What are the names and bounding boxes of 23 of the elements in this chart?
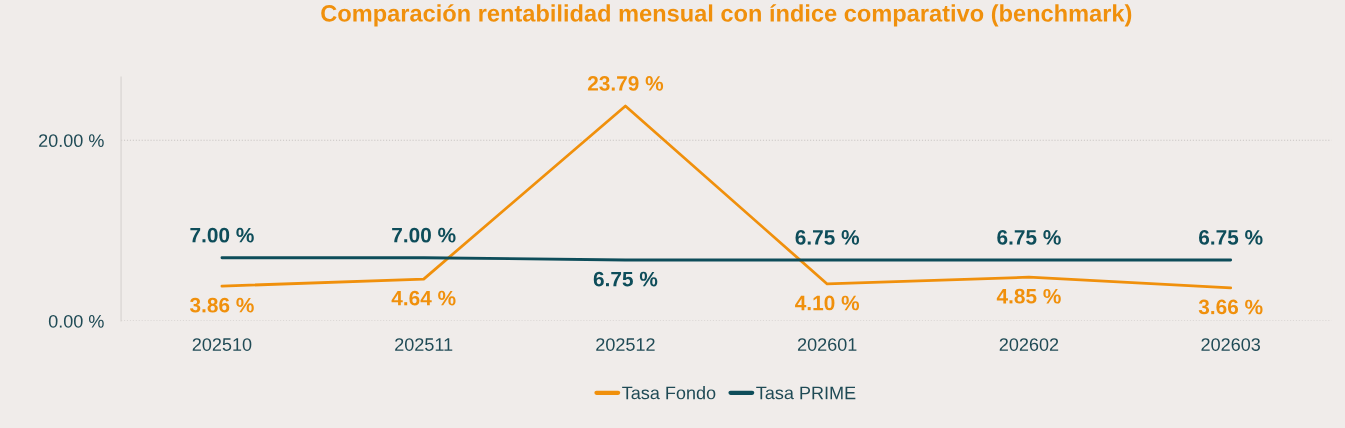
chart-title: Comparación rentabilidad mensual con índice comparativo (benchmark): [321, 4, 1132, 27]
data-label: 6.75 %: [795, 230, 860, 245]
y-tick-label: 20.00 %: [39, 134, 104, 148]
legend-label: Tasa PRIME: [756, 386, 856, 400]
data-label: 6.75 %: [593, 271, 658, 287]
data-label: 7.00 %: [392, 227, 456, 243]
x-tick-label: 202603: [1201, 338, 1261, 351]
x-tick-label: 202601: [797, 338, 857, 351]
data-label: 7.00 %: [190, 227, 254, 243]
data-label: 23.79 %: [587, 76, 664, 91]
x-tick-label: 202602: [999, 338, 1059, 351]
y-tick-label: 0.00 %: [48, 314, 104, 328]
legend-label: Tasa Fondo: [622, 386, 716, 400]
data-label: 4.64 %: [391, 290, 456, 306]
data-label: 3.66 %: [1198, 299, 1263, 315]
data-label: 4.85 %: [996, 288, 1061, 304]
data-label: 6.75 %: [1199, 230, 1263, 245]
data-label: 3.86 %: [189, 297, 254, 313]
data-label: 6.75 %: [997, 230, 1061, 245]
x-tick-label: 202512: [596, 338, 655, 351]
x-tick-label: 202510: [192, 338, 252, 351]
data-label: 4.10 %: [795, 295, 860, 311]
x-tick-label: 202511: [395, 338, 453, 351]
